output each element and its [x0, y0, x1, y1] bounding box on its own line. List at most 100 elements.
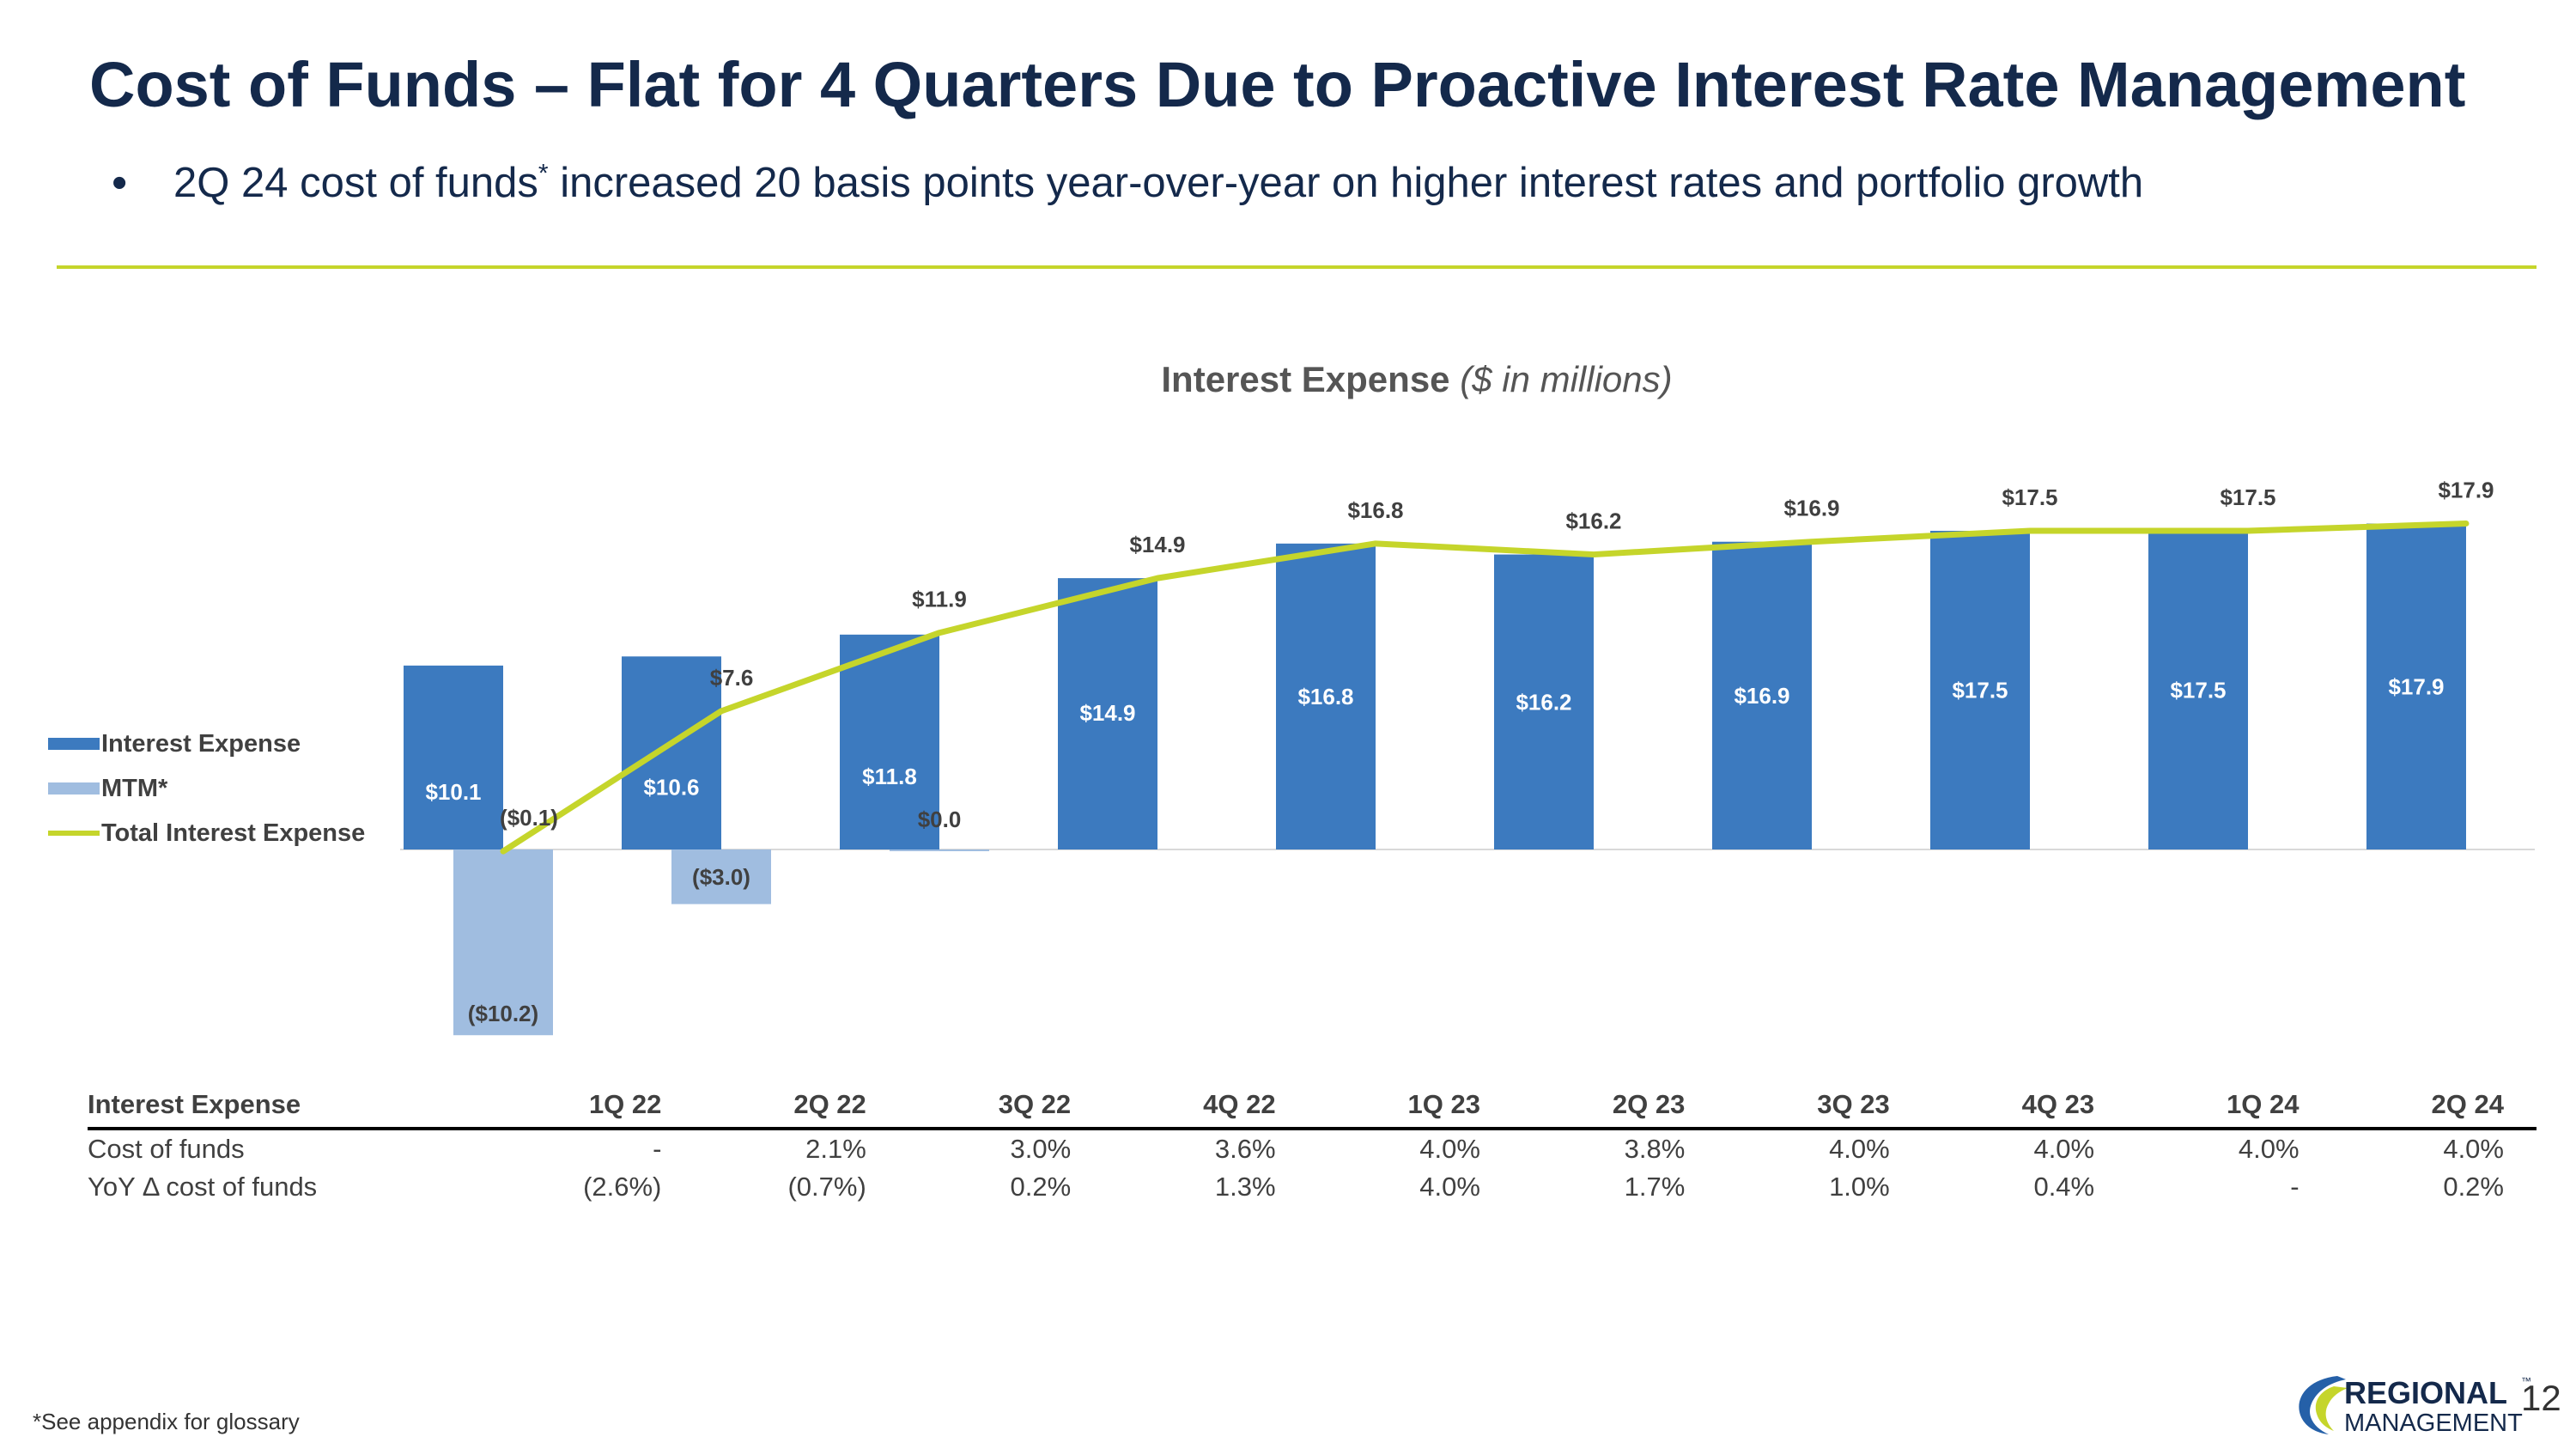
data-label-total-interest-expense: $14.9 [1129, 532, 1185, 557]
legend-item-interest-expense: Interest Expense [48, 721, 365, 766]
line-total-interest-expense [500, 521, 2470, 855]
legend-swatch-mtm [48, 782, 100, 795]
table-cell: 3.8% [1624, 1134, 1686, 1164]
legend-item-mtm: MTM* [48, 766, 365, 811]
data-label-interest-expense: $10.1 [425, 779, 481, 805]
legend-swatch-total-interest-expense [48, 831, 100, 836]
legend-swatch-interest-expense [48, 738, 100, 750]
bullet-text-start: 2Q 24 cost of funds [173, 160, 538, 206]
table-cell: 4.0% [1419, 1172, 1480, 1202]
table-cell: 0.2% [1010, 1172, 1072, 1202]
data-label-total-interest-expense: $7.6 [710, 665, 754, 691]
table-cell: (2.6%) [583, 1172, 662, 1202]
table-header-quarter: 4Q 23 [1922, 1082, 2128, 1130]
table-row-yoy-cost-of-funds: YoY Δ cost of funds (2.6%) (0.7%) 0.2% 1… [88, 1168, 2537, 1206]
table-header-quarter: 2Q 22 [694, 1082, 899, 1130]
table-header-quarter: 1Q 24 [2127, 1082, 2332, 1130]
data-label-total-interest-expense: $17.5 [2220, 484, 2275, 510]
table-cell: 4.0% [2033, 1134, 2095, 1164]
table-row-cost-of-funds: Cost of funds - 2.1% 3.0% 3.6% 4.0% 3.8%… [88, 1129, 2537, 1168]
cost-of-funds-table: Interest Expense 1Q 22 2Q 22 3Q 22 4Q 22… [88, 1082, 2537, 1206]
table-cell: 0.4% [2033, 1172, 2095, 1202]
logo-tm-mark: ™ [2521, 1375, 2531, 1387]
table-row-label: Cost of funds [88, 1134, 245, 1164]
table-cell: 3.6% [1214, 1134, 1276, 1164]
data-label-interest-expense: $14.9 [1079, 700, 1135, 726]
data-label-mtm: ($3.0) [692, 864, 750, 890]
bar-interest-expense [2148, 531, 2248, 849]
data-label-mtm: $0.0 [918, 807, 962, 832]
table-cell: - [2290, 1172, 2300, 1202]
logo-swoosh-blue [2299, 1376, 2346, 1434]
bullet-footnote-mark: * [538, 159, 549, 188]
data-label-interest-expense: $17.5 [2170, 678, 2226, 703]
table-header-quarter: 4Q 22 [1103, 1082, 1309, 1130]
data-label-total-interest-expense: ($0.1) [500, 805, 558, 831]
data-label-interest-expense: $11.8 [862, 764, 917, 789]
logo-text-management: MANAGEMENT [2344, 1409, 2523, 1437]
regional-management-logo-icon: REGIONAL ™ MANAGEMENT [2299, 1375, 2531, 1437]
legend-label-mtm: MTM* [101, 774, 168, 802]
summary-bullet: • 2Q 24 cost of funds* increased 20 basi… [112, 153, 2143, 213]
bar-interest-expense [622, 656, 721, 849]
table-header-quarter: 3Q 23 [1717, 1082, 1923, 1130]
page-number: 12 [2521, 1378, 2561, 1418]
table-cell: 4.0% [1419, 1134, 1480, 1164]
table-cell: 4.0% [2443, 1134, 2504, 1164]
legend-label-total-interest-expense: Total Interest Expense [101, 819, 366, 847]
data-label-interest-expense: $17.9 [2388, 673, 2444, 699]
bar-interest-expense [840, 634, 939, 849]
data-label-interest-expense: $16.8 [1297, 684, 1353, 709]
table-cell: 3.0% [1010, 1134, 1072, 1164]
data-label-total-interest-expense: $16.2 [1565, 508, 1621, 534]
legend-label-interest-expense: Interest Expense [101, 729, 301, 758]
bar-interest-expense [1276, 543, 1376, 849]
footnote: *See appendix for glossary [33, 1409, 300, 1434]
table-header-row: Interest Expense 1Q 22 2Q 22 3Q 22 4Q 22… [88, 1082, 2537, 1130]
data-label-total-interest-expense: $11.9 [912, 587, 967, 612]
table-header-quarter: 1Q 23 [1308, 1082, 1513, 1130]
data-label-interest-expense: $17.5 [1952, 678, 2008, 703]
legend-item-total-interest-expense: Total Interest Expense [48, 811, 365, 855]
data-label-total-interest-expense: $17.9 [2438, 478, 2494, 503]
table-header-label: Interest Expense [88, 1082, 489, 1130]
chart-legend: Interest Expense MTM* Total Interest Exp… [48, 721, 365, 855]
bullet-icon: • [112, 158, 128, 208]
bar-interest-expense [2366, 523, 2466, 849]
table-header-quarter: 2Q 23 [1512, 1082, 1718, 1130]
table-header-quarter: 1Q 22 [489, 1082, 695, 1130]
table-cell: 1.7% [1624, 1172, 1686, 1202]
table-cell: - [653, 1134, 662, 1164]
table-row-label: YoY Δ cost of funds [88, 1172, 318, 1202]
table-cell: 0.2% [2443, 1172, 2504, 1202]
data-label-mtm: ($10.2) [468, 1001, 538, 1026]
bar-interest-expense [1712, 541, 1812, 849]
chart-title-main: Interest Expense [1161, 359, 1450, 399]
bullet-text-end: increased 20 basis points year-over-year… [548, 160, 2144, 206]
table-cell: (0.7%) [787, 1172, 866, 1202]
data-label-total-interest-expense: $16.9 [1783, 496, 1839, 521]
bar-interest-expense [404, 665, 503, 849]
chart-title: Interest Expense ($ in millions) [0, 359, 2576, 400]
bar-mtm [453, 849, 553, 1036]
table-cell: 2.1% [805, 1134, 866, 1164]
table-cell: 1.0% [1829, 1172, 1890, 1202]
bar-mtm [890, 849, 989, 851]
title-divider [57, 265, 2537, 269]
bar-mtm [671, 849, 771, 904]
data-label-interest-expense: $10.6 [643, 775, 699, 801]
data-label-total-interest-expense: $17.5 [2002, 484, 2057, 510]
table-cell: 4.0% [2238, 1134, 2300, 1164]
logo-text-regional: REGIONAL [2344, 1375, 2507, 1410]
table-cell: 4.0% [1829, 1134, 1890, 1164]
bullet-text: 2Q 24 cost of funds* increased 20 basis … [173, 159, 2143, 207]
bar-interest-expense [1930, 531, 2030, 849]
logo-swoosh-green [2315, 1386, 2348, 1431]
data-label-interest-expense: $16.2 [1516, 689, 1571, 715]
chart-title-units: ($ in millions) [1460, 359, 1673, 399]
table-header-quarter: 2Q 24 [2331, 1082, 2537, 1130]
table-cell: 1.3% [1214, 1172, 1276, 1202]
bar-interest-expense [1494, 554, 1594, 849]
slide-title: Cost of Funds – Flat for 4 Quarters Due … [89, 49, 2466, 120]
